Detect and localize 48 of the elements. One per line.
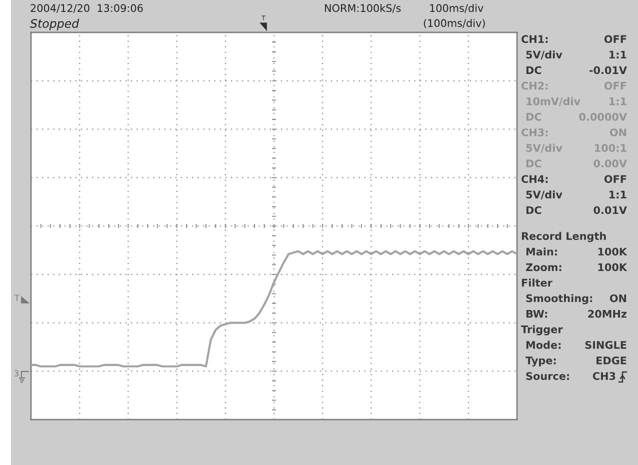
text: 20MHz <box>588 310 626 318</box>
text: 0.00V <box>594 160 627 168</box>
text: 5V/div <box>526 144 562 153</box>
text: 3 <box>14 370 18 376</box>
text: CH2: <box>522 82 548 90</box>
text: 100K <box>598 248 628 256</box>
text: Mode: <box>526 340 561 349</box>
text: 2004/12/20 13:09:06 <box>30 4 143 13</box>
text: DC <box>526 112 542 121</box>
text: 100ms/div <box>430 4 484 13</box>
text: CH1: <box>522 35 548 44</box>
text: OFF <box>604 82 626 90</box>
text: CH4: <box>522 175 548 183</box>
text: 100K <box>598 263 628 272</box>
text: (100ms/div) <box>424 18 485 28</box>
text: Smoothing: <box>526 294 592 304</box>
text: T <box>14 294 20 301</box>
text: DC <box>526 66 542 74</box>
text: OFF <box>604 35 626 44</box>
text: 5V/div <box>526 190 562 200</box>
text: 10mV/div <box>526 97 580 106</box>
text: Record Length <box>522 232 606 242</box>
text: Trigger <box>521 325 563 336</box>
text: 1:1 <box>610 50 626 58</box>
text: OFF <box>604 175 626 183</box>
text: DC <box>526 160 542 168</box>
text: 0.01V <box>594 206 627 214</box>
text: ON <box>610 294 626 302</box>
text: EDGE <box>596 356 626 364</box>
text: CH3: <box>522 128 548 136</box>
text: Zoom: <box>526 263 562 272</box>
text: BW: <box>526 310 548 318</box>
text: NORM:100kS/s <box>325 4 401 13</box>
text: ON <box>610 128 626 136</box>
text: Main: <box>526 248 557 256</box>
text: Filter <box>522 278 552 287</box>
source-note: Source: <box>526 372 569 380</box>
text: Stopped <box>30 18 80 30</box>
text: 100:1 <box>595 144 626 152</box>
text: 5V/div <box>526 50 562 60</box>
text: -0.01V <box>589 66 627 74</box>
text: Type: <box>526 356 556 366</box>
text: SINGLE <box>585 340 626 349</box>
text: 1:1 <box>610 97 626 106</box>
text: 0.0000V <box>579 112 627 121</box>
text: CH3 <box>592 372 616 380</box>
text: DC <box>526 206 542 214</box>
text: 1:1 <box>610 190 626 198</box>
